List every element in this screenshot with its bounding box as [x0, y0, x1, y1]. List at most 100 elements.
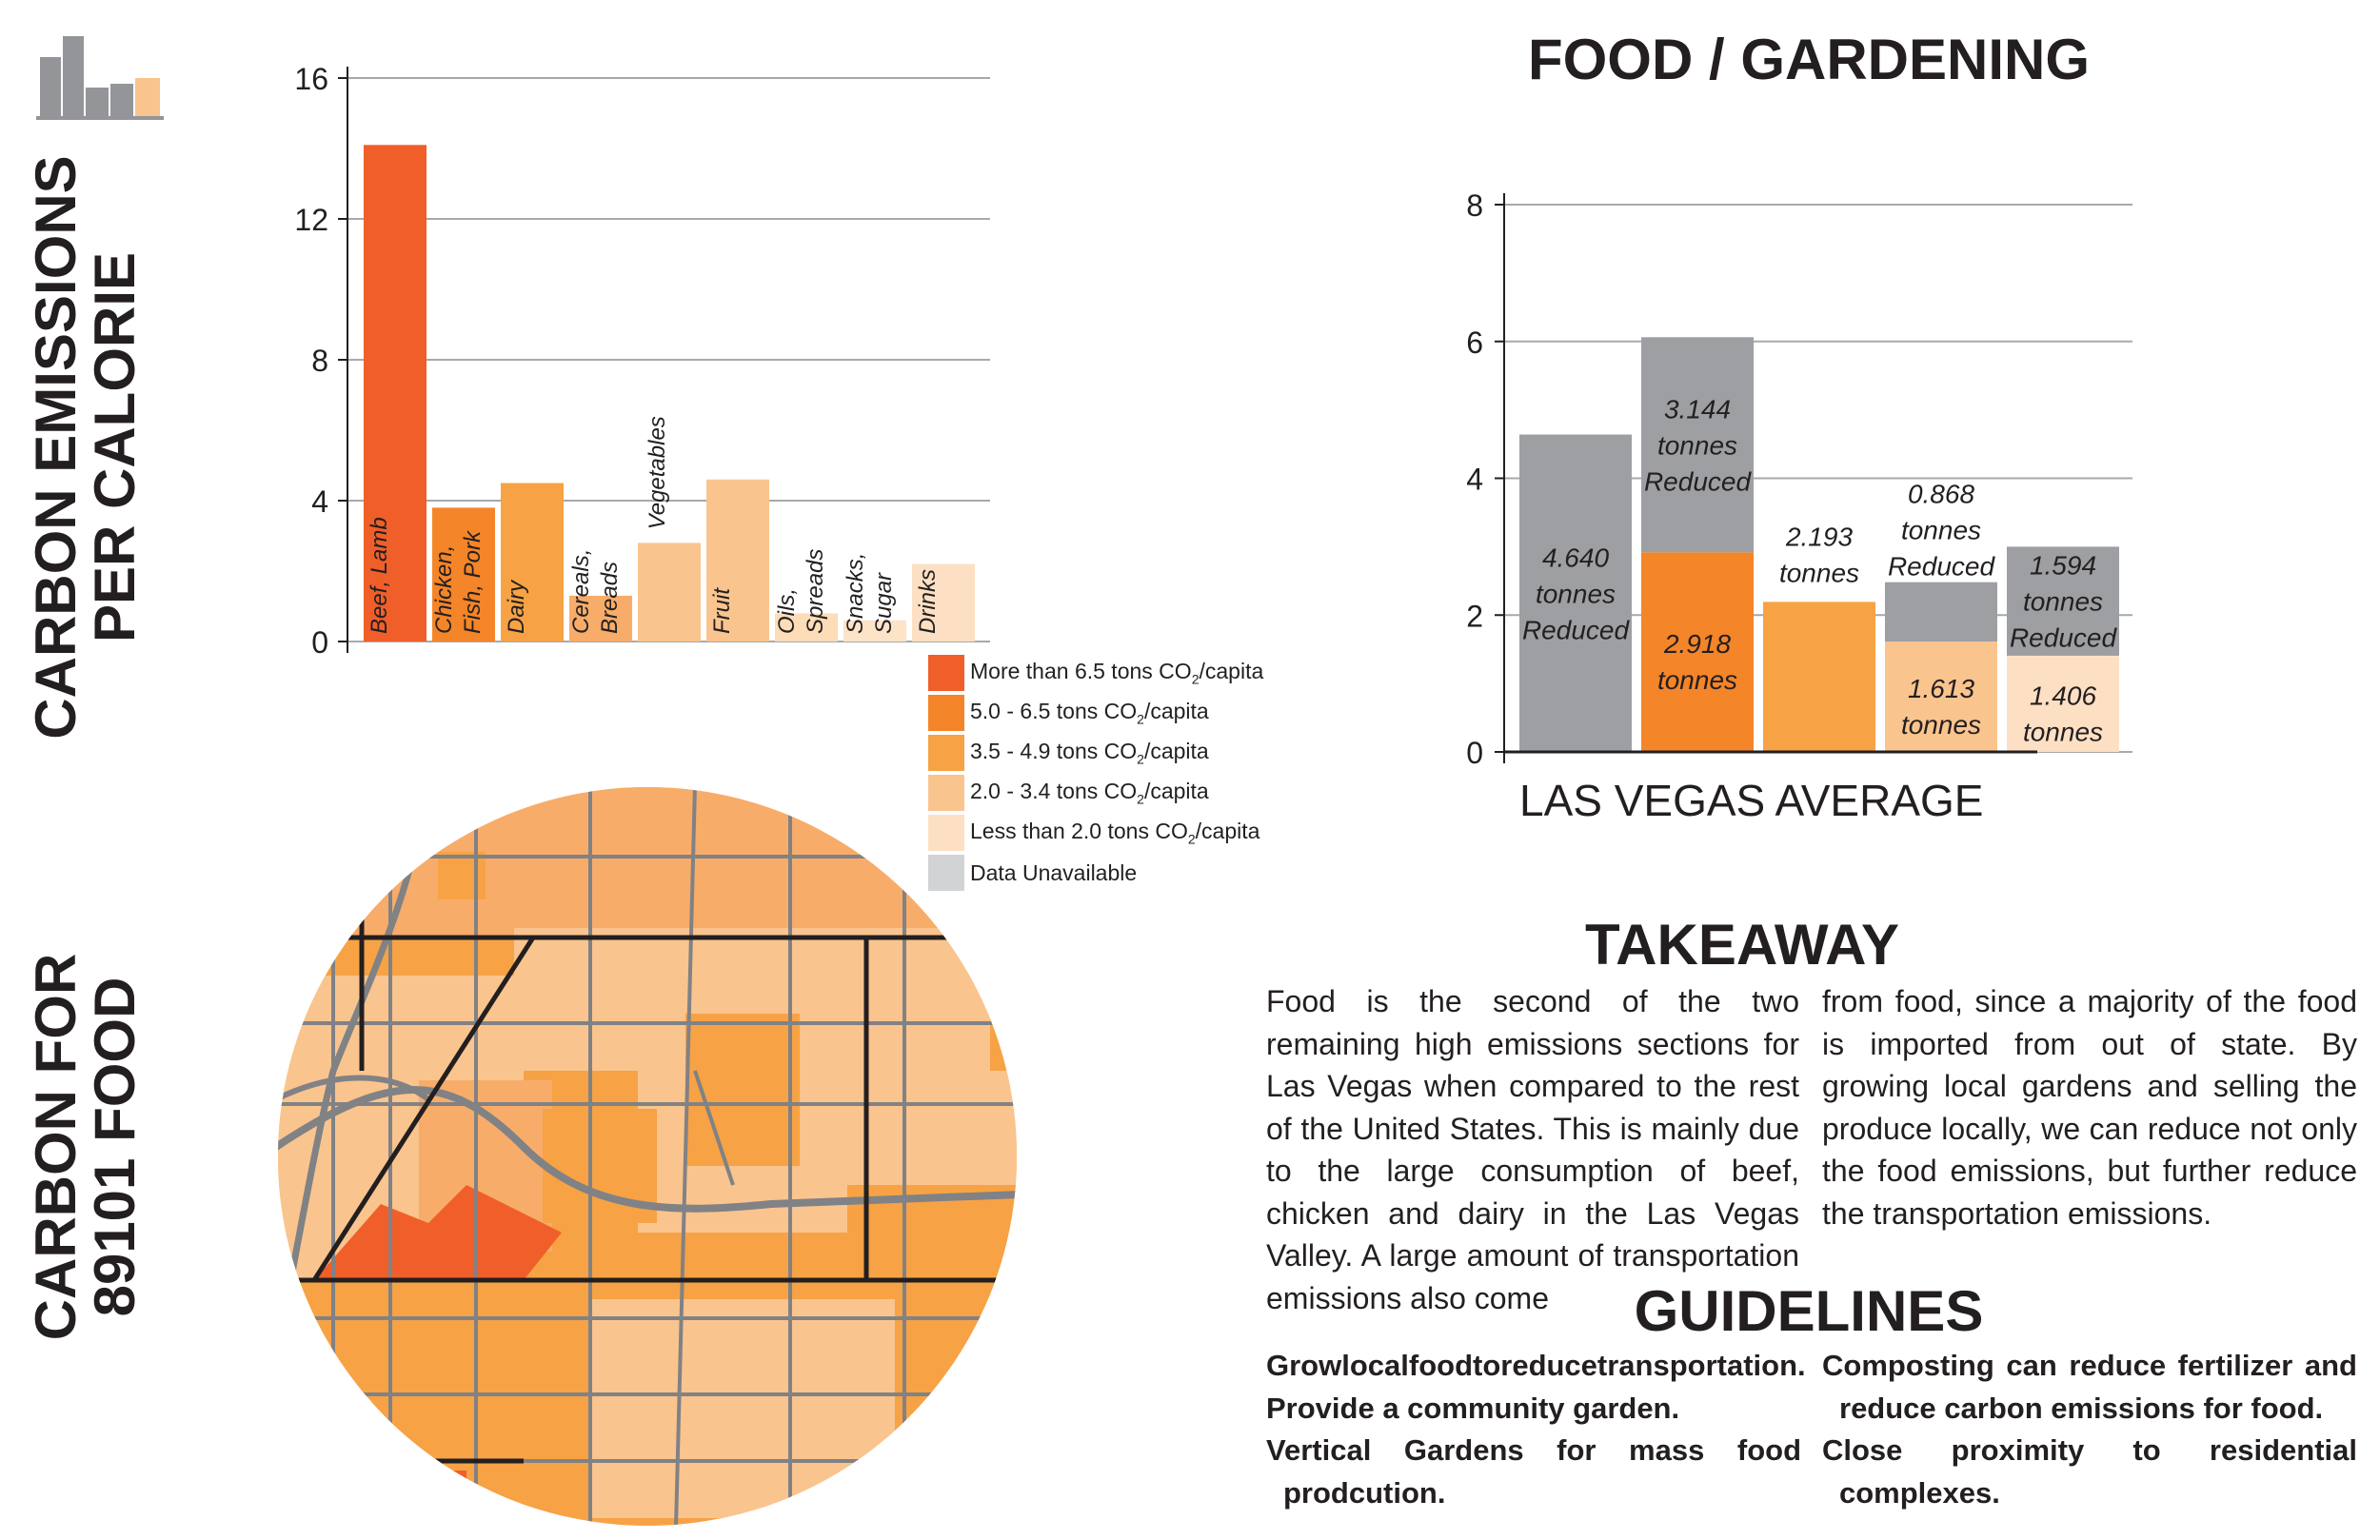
- guideline-item: Close proximity to residential complexes.: [1822, 1430, 2357, 1514]
- bar-value-label: 1.613: [1908, 674, 1974, 703]
- category-label: Snacks, Sugar: [843, 553, 897, 634]
- side-title-line: 89101 FOOD: [83, 977, 147, 1317]
- bar-value-label: tonnes: [1779, 558, 1859, 587]
- guidelines-col1: Growlocalfoodtoreducetransportation. Prov…: [1266, 1345, 1806, 1514]
- legend-item: Data Unavailable: [928, 855, 1137, 891]
- legend-label: Data Unavailable: [970, 859, 1138, 885]
- legend-item: More than 6.5 tons CO2/capita: [928, 655, 1263, 691]
- guideline-line: complexes.: [1839, 1475, 2000, 1510]
- y-tick-label: 8: [311, 344, 328, 378]
- bar: [638, 543, 701, 642]
- category-label: Fruit: [709, 587, 735, 634]
- bar-segment-reduced: [2007, 546, 2119, 656]
- legend-swatch: [928, 735, 964, 771]
- y-tick-label: 0: [1466, 736, 1483, 770]
- category-label-line: Chicken,: [431, 545, 457, 634]
- category-label-line: Snacks,: [843, 553, 868, 634]
- side-title-line: CARBON FOR: [24, 953, 88, 1341]
- category-label-line: Cereals,: [568, 549, 594, 634]
- legend-label: 5.0 - 6.5 tons CO2/capita: [970, 699, 1209, 727]
- bar-value-label: Reduced: [1522, 615, 1631, 644]
- y-tick-label: 4: [1466, 463, 1483, 497]
- legend-swatch: [928, 775, 964, 811]
- category-label: Vegetables: [645, 416, 670, 529]
- y-tick-label: 4: [311, 484, 328, 519]
- bar-value-label: Reduced: [2010, 623, 2118, 653]
- bar-chart-icon: [36, 36, 164, 120]
- takeaway-text-col2: from food, since a majority of the food …: [1822, 984, 2357, 1231]
- bar-segment-base: [2007, 655, 2119, 752]
- bar-value-label: 3.144: [1664, 394, 1731, 424]
- category-label: Chicken, Fish, Pork: [431, 529, 486, 634]
- bar-segment-base: [1885, 642, 1997, 752]
- guideline-item: Vertical Gardens for mass food prodcution…: [1266, 1430, 1801, 1514]
- emissions-per-calorie-chart: 0 4 8 12 16 Beef, Lamb Chicken, Fish, Pork Dairy…: [294, 62, 990, 660]
- bar-value-label: tonnes: [1657, 430, 1737, 460]
- category-label: Drinks: [915, 569, 941, 634]
- takeaway-text-col1: Food is the second of the two remaining …: [1266, 984, 1799, 1315]
- las-vegas-average-chart: 0 2 4 6 8 4.640 tonnes Reduced 3.144 tonnes Reduce…: [1466, 188, 2132, 825]
- category-label-line: Vegetables: [645, 416, 670, 529]
- emissions-legend: More than 6.5 tons CO2/capita 5.0 - 6.5 t…: [928, 655, 1328, 902]
- category-label-line: Drinks: [915, 569, 941, 634]
- category-label: Cereals, Breads: [568, 549, 623, 634]
- legend-label: 2.0 - 3.4 tons CO2/capita: [970, 779, 1209, 807]
- bar-value-label: tonnes: [1901, 710, 1981, 740]
- bar-value-label: tonnes: [1657, 665, 1737, 695]
- y-tick-label: 0: [311, 625, 328, 660]
- guideline-item: Provide a community garden.: [1266, 1388, 1801, 1431]
- bar: [912, 563, 975, 642]
- category-label: Beef, Lamb: [367, 517, 392, 634]
- guideline-line: reduce carbon emissions for food.: [1839, 1391, 2324, 1425]
- bar: [843, 620, 906, 642]
- guideline-line: prodcution.: [1283, 1475, 1446, 1510]
- category-label: Oils, Spreads: [774, 549, 828, 634]
- bar-value-label: tonnes: [1901, 516, 1981, 545]
- bar-segment-reduced: [1885, 582, 1997, 642]
- guideline-line: Vertical Gardens for mass food: [1266, 1433, 1801, 1467]
- legend-item: 2.0 - 3.4 tons CO2/capita: [928, 775, 1209, 811]
- bar-segment-base: [1763, 602, 1875, 752]
- category-label-line: Fish, Pork: [460, 529, 486, 634]
- guidelines-heading: GUIDELINES: [1634, 1279, 1984, 1343]
- bar-value-label: 4.640: [1542, 543, 1609, 572]
- takeaway-heading: TAKEAWAY: [1584, 913, 1900, 977]
- guideline-line: Provide a community garden.: [1266, 1391, 1680, 1425]
- guideline-line: Growlocalfoodtoreducetransportation.: [1266, 1349, 1806, 1382]
- guideline-item: Growlocalfoodtoreducetransportation.: [1266, 1345, 1806, 1388]
- bar-value-label: 1.594: [2030, 551, 2096, 581]
- category-label-line: Fruit: [709, 587, 735, 634]
- bar: [432, 507, 495, 642]
- y-tick-label: 6: [1466, 326, 1483, 360]
- bar: [364, 145, 426, 642]
- legend-item: 3.5 - 4.9 tons CO2/capita: [928, 735, 1209, 771]
- legend-label: 3.5 - 4.9 tons CO2/capita: [970, 739, 1209, 767]
- bar-value-label: Reduced: [1888, 552, 1996, 582]
- bar-value-label: 1.406: [2030, 681, 2096, 710]
- bar: [501, 483, 564, 642]
- y-tick-label: 16: [294, 62, 328, 96]
- guideline-item: Composting can reduce fertilizer and redu…: [1822, 1345, 2357, 1430]
- legend-swatch: [928, 815, 964, 851]
- category-label: Dairy: [504, 579, 529, 634]
- bar-value-label: tonnes: [2023, 717, 2103, 746]
- bar-segment-base: [1641, 552, 1754, 752]
- bar-value-label: 2.193: [1785, 522, 1853, 551]
- guideline-line: Composting can reduce fertilizer and: [1822, 1349, 2357, 1382]
- y-tick-label: 2: [1466, 599, 1483, 633]
- legend-label: Less than 2.0 tons CO2/capita: [970, 819, 1260, 847]
- legend-label: More than 6.5 tons CO2/capita: [970, 659, 1264, 687]
- category-label-line: Oils,: [774, 588, 800, 634]
- bar-value-label: tonnes: [1536, 579, 1616, 608]
- guideline-line: Close proximity to residential: [1822, 1433, 2357, 1467]
- bar: [775, 613, 838, 642]
- category-label-line: Sugar: [871, 572, 897, 634]
- bar-value-label: 2.918: [1663, 629, 1731, 659]
- legend-item: 5.0 - 6.5 tons CO2/capita: [928, 695, 1209, 731]
- legend-swatch: [928, 855, 964, 891]
- category-label-line: Spreads: [803, 549, 828, 634]
- y-tick-label: 8: [1466, 188, 1483, 223]
- page-title: FOOD / GARDENING: [1527, 28, 2090, 91]
- bar-segment-reduced: [1519, 434, 1632, 752]
- bar-value-label: tonnes: [2023, 587, 2103, 617]
